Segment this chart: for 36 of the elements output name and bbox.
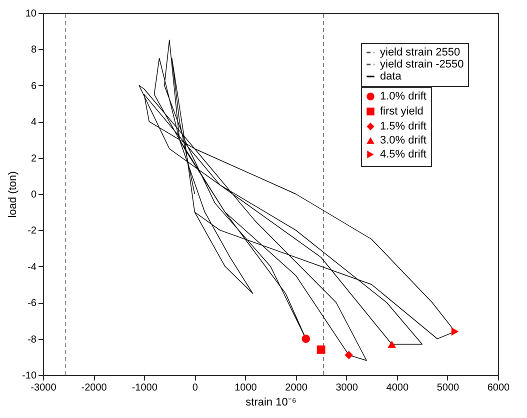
x-tick-label: 4000 [386, 382, 409, 394]
y-tick-label: 0 [30, 190, 37, 200]
y-tick-label: 2 [30, 153, 37, 164]
x-tick-label: -2000 [81, 382, 108, 394]
y-tick-label: 8 [30, 44, 37, 56]
point [316, 345, 326, 354]
legend-label: yield strain 2550 [380, 46, 460, 58]
legend-label: 1.0% drift [380, 90, 426, 102]
y-tick-label: -2 [28, 226, 37, 237]
point [302, 334, 310, 343]
x-tick-label: -3000 [30, 382, 57, 394]
y-axis-title: load (ton) [7, 171, 20, 218]
legend-label: first yield [380, 106, 424, 118]
y-tick-label: 4 [30, 117, 37, 128]
x-tick-label: 1000 [234, 382, 258, 394]
legend-label: 1.5% drift [380, 120, 426, 132]
y-tick-label: 10 [25, 8, 37, 20]
x-tick-label: 0 [192, 382, 198, 394]
point [388, 340, 396, 348]
legend-label: 3.0% drift [380, 134, 426, 146]
legend-label: yield strain -2550 [380, 58, 464, 70]
y-tick-label: 6 [30, 80, 37, 92]
point [451, 327, 459, 336]
x-tick-label: 3000 [336, 382, 358, 394]
x-tick-label: 2000 [285, 382, 308, 394]
y-tick-label: -8 [28, 334, 37, 346]
x-tick-label: 6000 [487, 382, 510, 394]
y-tick-label: -6 [28, 298, 37, 310]
x-tick-label: 5000 [436, 382, 460, 394]
x-tick-label: -1000 [132, 382, 158, 394]
y-tick-label: -10 [22, 370, 37, 382]
x-axis-title: strain 10⁻⁶ [246, 396, 296, 408]
y-tick-label: -4 [28, 262, 37, 273]
legend-label: data [380, 70, 402, 82]
point [344, 350, 354, 360]
legend-label: 4.5% drift [380, 148, 426, 160]
